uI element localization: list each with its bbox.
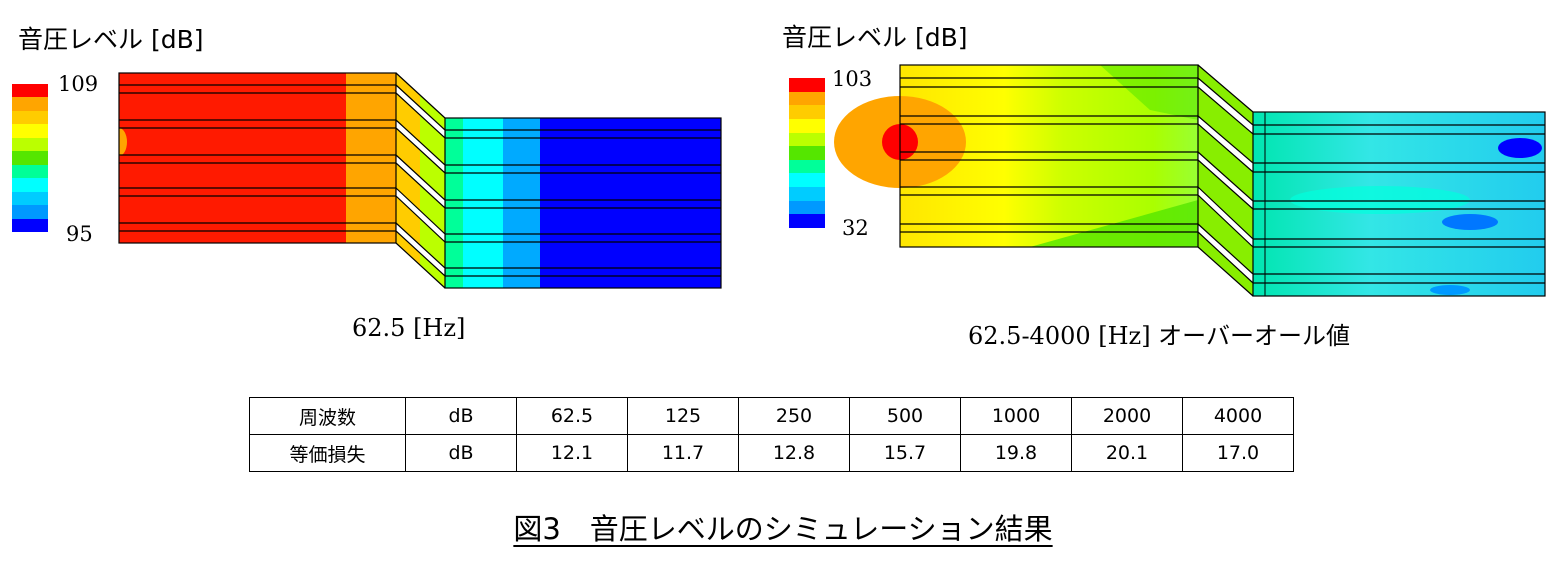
table-cell: 12.1 (516, 434, 628, 472)
table-cell: 62.5 (516, 397, 628, 435)
table-cell: 11.7 (627, 434, 739, 472)
table-row: 周波数 dB 62.5 125 250 500 1000 2000 4000 (249, 397, 1294, 435)
table-cell: 2000 (1071, 397, 1183, 435)
table-cell: 17.0 (1182, 434, 1294, 472)
colorbar-segment (12, 97, 48, 111)
right-sim-plot (834, 64, 1546, 297)
colorbar-segment (12, 218, 48, 232)
table-cell: 250 (738, 397, 850, 435)
left-colorbar (12, 84, 48, 232)
figure-title-text: 図3 音圧レベルのシミュレーション結果 (513, 512, 1053, 546)
right-legend-max: 103 (832, 67, 873, 91)
right-caption-text: 62.5-4000 [Hz] オーバーオール値 (968, 322, 1350, 350)
colorbar-segment (789, 78, 825, 92)
colorbar-segment (789, 173, 825, 187)
table-cell: 15.7 (849, 434, 961, 472)
left-sim-plot (118, 72, 722, 289)
right-legend-min: 32 (842, 216, 869, 240)
table-cell: 4000 (1182, 397, 1294, 435)
table-cell: 1000 (960, 397, 1072, 435)
colorbar-segment (789, 159, 825, 174)
colorbar-segment (789, 214, 825, 228)
colorbar-segment (789, 105, 825, 119)
left-legend-max: 109 (58, 72, 99, 96)
left-legend-min: 95 (66, 222, 93, 246)
table-cell: 12.8 (738, 434, 850, 472)
table-cell: 19.8 (960, 434, 1072, 472)
colorbar-segment (789, 200, 825, 215)
colorbar-segment (12, 124, 48, 138)
colorbar-segment (12, 110, 48, 125)
table-cell: dB (405, 434, 517, 472)
left-caption-text: 62.5 [Hz] (352, 314, 466, 342)
right-caption: 62.5-4000 [Hz] オーバーオール値 (968, 316, 1350, 351)
table-cell: 等価損失 (249, 434, 406, 472)
table-cell: 500 (849, 397, 961, 435)
colorbar-segment (789, 146, 825, 160)
left-legend-title: 音圧レベル [dB] (18, 25, 204, 54)
table-cell: dB (405, 397, 517, 435)
table-cell: 周波数 (249, 397, 406, 435)
colorbar-segment (12, 151, 48, 165)
colorbar-segment (789, 187, 825, 201)
left-caption: 62.5 [Hz] (352, 314, 465, 342)
colorbar-segment (12, 205, 48, 219)
table-cell: 20.1 (1071, 434, 1183, 472)
colorbar-segment (12, 191, 48, 206)
colorbar-segment (789, 91, 825, 106)
right-legend-title: 音圧レベル [dB] (782, 23, 968, 52)
colorbar-segment (789, 132, 825, 147)
figure-title: 図3 音圧レベルのシミュレーション結果 (0, 506, 1566, 548)
insertion-loss-table: 周波数 dB 62.5 125 250 500 1000 2000 4000 等… (249, 397, 1294, 472)
colorbar-segment (12, 137, 48, 152)
colorbar-segment (789, 118, 825, 133)
table-row: 等価損失 dB 12.1 11.7 12.8 15.7 19.8 20.1 17… (249, 434, 1294, 472)
colorbar-segment (12, 178, 48, 192)
colorbar-segment (12, 84, 48, 98)
simulation-plots (118, 64, 1546, 297)
right-colorbar (789, 78, 825, 228)
colorbar-segment (12, 164, 48, 179)
table-cell: 125 (627, 397, 739, 435)
